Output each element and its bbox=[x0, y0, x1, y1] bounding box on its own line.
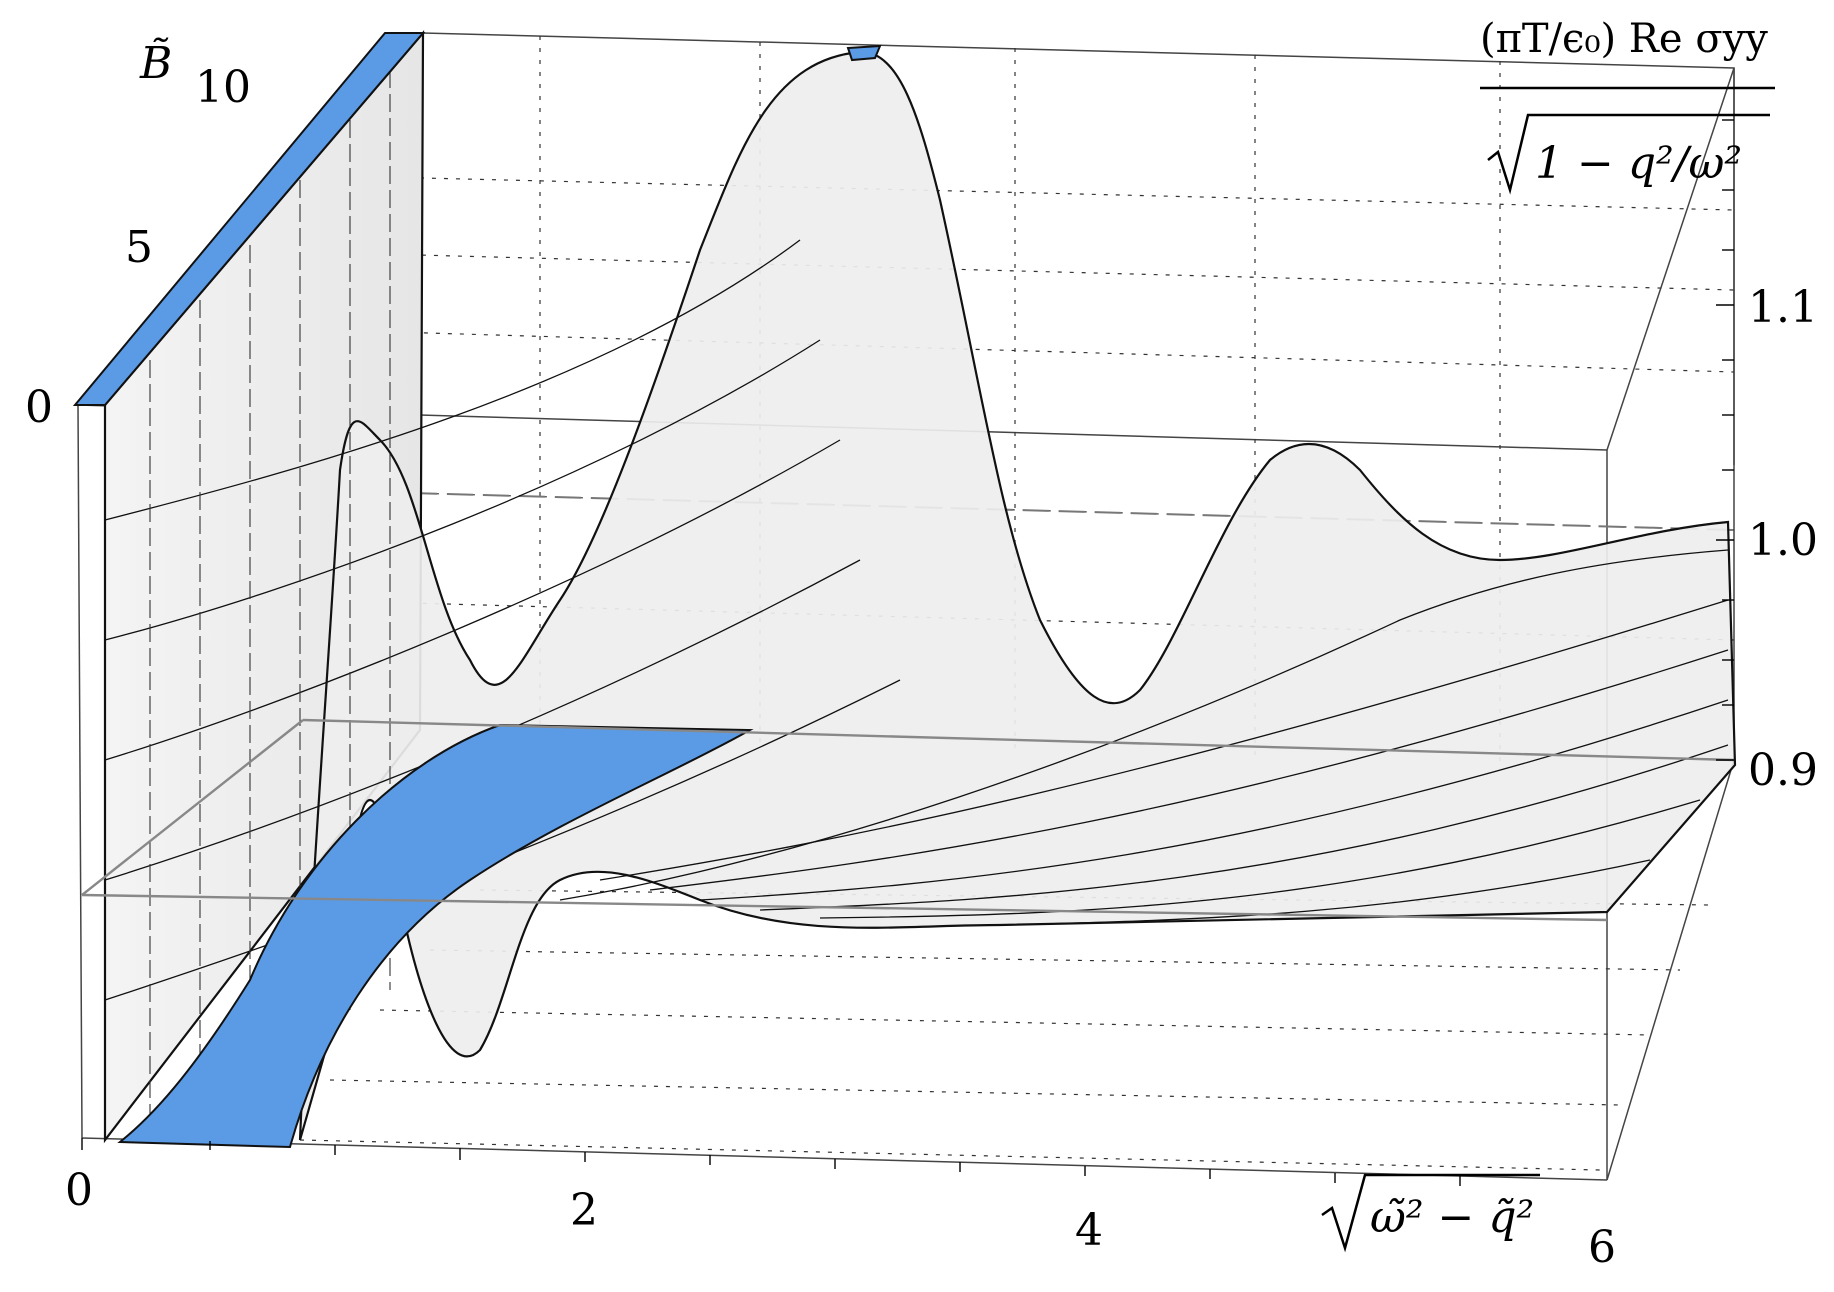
z-radical-sign bbox=[1487, 113, 1770, 195]
cutoff-top-strip bbox=[72, 32, 426, 406]
z-tick-09: 0.9 bbox=[1748, 745, 1818, 796]
z-tick-10: 1.0 bbox=[1748, 515, 1818, 566]
y-tick-10: 10 bbox=[195, 62, 251, 113]
cutoff-region bbox=[72, 32, 882, 1149]
x-tick-0: 0 bbox=[65, 1165, 93, 1216]
surface-main bbox=[298, 50, 1737, 1141]
y-axis-label: B̃ bbox=[139, 36, 172, 89]
y-tick-5: 5 bbox=[125, 222, 153, 273]
front-frame bbox=[81, 718, 1735, 922]
z-axis-label: (πT/ϵ₀) Re σyy 1 − q²/ω² bbox=[1480, 16, 1775, 195]
z-ticks bbox=[1716, 119, 1734, 761]
z-axis-numerator: (πT/ϵ₀) Re σyy bbox=[1480, 16, 1768, 62]
axis-labels: 0 2 4 6 0 5 10 0.9 1.0 1.1 B̃ ω̃² − q̃² … bbox=[25, 16, 1818, 1273]
surface-mesh bbox=[104, 239, 1729, 1001]
reference-line bbox=[302, 489, 1735, 531]
x-axis-label: ω̃² − q̃² bbox=[1321, 1173, 1540, 1253]
x-tick-4: 4 bbox=[1075, 1205, 1103, 1256]
x-axis-label-text: ω̃² − q̃² bbox=[1370, 1192, 1534, 1243]
y-tick-0: 0 bbox=[25, 382, 53, 433]
x-tick-6: 6 bbox=[1588, 1222, 1616, 1273]
z-axis-denominator: 1 − q²/ω² bbox=[1535, 138, 1742, 189]
surface-mesh-cross bbox=[149, 70, 391, 1120]
x-ticks bbox=[81, 1138, 1461, 1186]
x-tick-2: 2 bbox=[570, 1185, 598, 1236]
z-tick-11: 1.1 bbox=[1748, 282, 1818, 333]
cutoff-floor bbox=[117, 723, 754, 1149]
cutoff-peak-cap bbox=[846, 44, 882, 62]
x-radical-sign bbox=[1321, 1173, 1540, 1253]
